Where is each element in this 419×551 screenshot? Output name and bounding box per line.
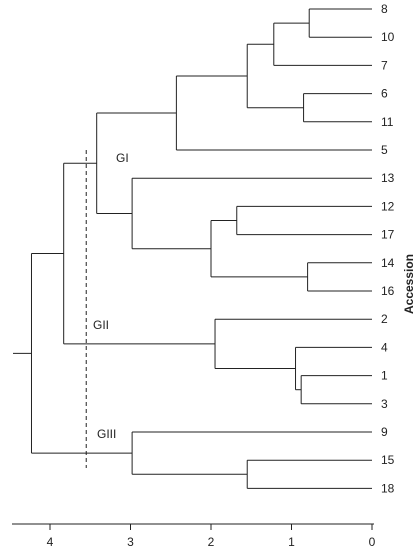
- leaf-label: 6: [381, 87, 388, 101]
- leaf-label: 17: [381, 228, 395, 242]
- dendrogram-branches: [13, 8, 372, 489]
- leaf-label: 13: [381, 171, 395, 185]
- x-axis-ticks: 4 3 2 1 0: [47, 524, 376, 549]
- leaf-label: 12: [381, 199, 395, 213]
- leaf-label: 5: [381, 143, 388, 157]
- group-label-gi: GI: [116, 151, 129, 165]
- leaf-label: 7: [381, 58, 388, 72]
- x-tick-label: 1: [288, 535, 295, 549]
- x-tick-label: 3: [127, 535, 134, 549]
- leaf-label: 2: [381, 312, 388, 326]
- group-label-giii: GIII: [97, 427, 116, 441]
- leaf-label: 14: [381, 256, 395, 270]
- leaf-label: 8: [381, 2, 388, 16]
- leaf-label: 9: [381, 425, 388, 439]
- leaf-label: 15: [381, 453, 395, 467]
- group-label-gii: GII: [93, 318, 109, 332]
- x-tick-label: 0: [369, 535, 376, 549]
- leaf-label: 10: [381, 30, 395, 44]
- leaf-label: 1: [381, 369, 388, 383]
- x-tick-label: 2: [208, 535, 215, 549]
- leaf-label: 11: [381, 115, 394, 129]
- leaf-label: 4: [381, 340, 388, 354]
- leaf-label: 18: [381, 481, 395, 495]
- leaf-label: 16: [381, 284, 395, 298]
- leaf-label: 3: [381, 397, 388, 411]
- x-tick-label: 4: [47, 535, 54, 549]
- y-axis-title: Accession: [402, 254, 416, 314]
